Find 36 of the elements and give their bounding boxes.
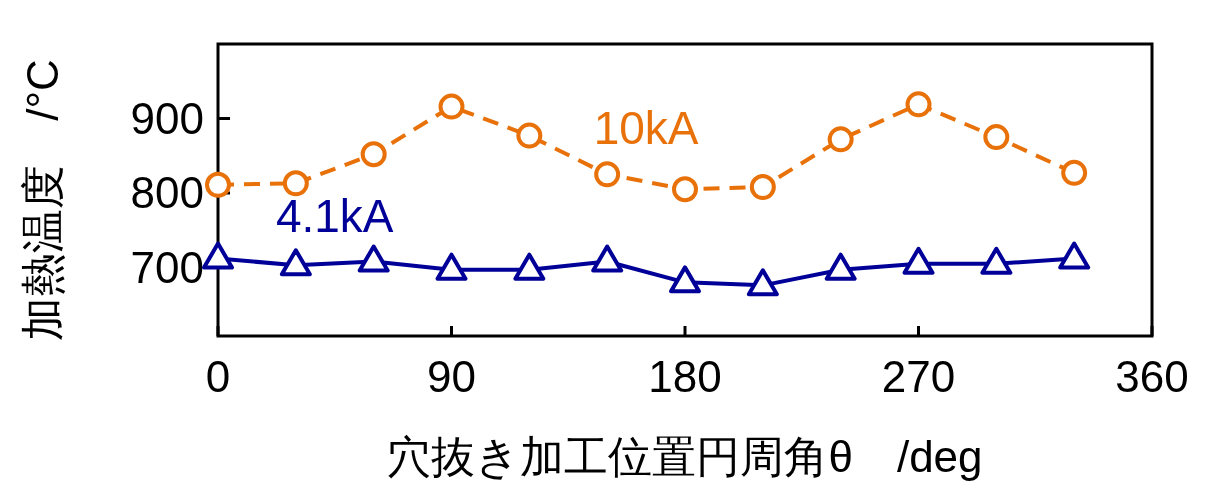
x-tick-label: 270 bbox=[881, 352, 956, 401]
point bbox=[435, 252, 468, 281]
point bbox=[513, 252, 546, 281]
series-label: 4.1kA bbox=[275, 189, 394, 242]
point bbox=[980, 246, 1013, 275]
x-tick-label: 0 bbox=[205, 352, 231, 401]
point bbox=[983, 124, 1010, 151]
point bbox=[516, 122, 543, 149]
point bbox=[279, 248, 312, 277]
x-axis-title: 穴抜き加工位置円周角θ /deg bbox=[387, 432, 983, 481]
x-tick-label: 90 bbox=[427, 352, 476, 401]
point bbox=[824, 252, 857, 281]
point bbox=[669, 265, 701, 294]
point bbox=[591, 244, 624, 273]
point bbox=[205, 171, 231, 198]
point bbox=[749, 174, 776, 201]
x-tick-label: 360 bbox=[1115, 352, 1189, 401]
point bbox=[282, 170, 309, 197]
point bbox=[905, 91, 932, 118]
y-axis-title: 加熱温度 /°C bbox=[18, 59, 67, 341]
point bbox=[1061, 159, 1088, 186]
point bbox=[360, 141, 387, 168]
x-tick-label: 180 bbox=[648, 352, 722, 401]
y-tick-label: 700 bbox=[130, 242, 204, 292]
point bbox=[672, 176, 698, 203]
y-tick-label: 800 bbox=[130, 168, 204, 218]
point bbox=[1058, 241, 1091, 270]
y-tick-label: 900 bbox=[130, 93, 204, 143]
point bbox=[357, 244, 390, 273]
point bbox=[594, 161, 621, 188]
point bbox=[827, 126, 854, 153]
point bbox=[746, 268, 779, 297]
point bbox=[202, 241, 234, 270]
series-label: 10kA bbox=[593, 102, 699, 155]
point bbox=[438, 93, 465, 120]
point bbox=[902, 246, 935, 275]
